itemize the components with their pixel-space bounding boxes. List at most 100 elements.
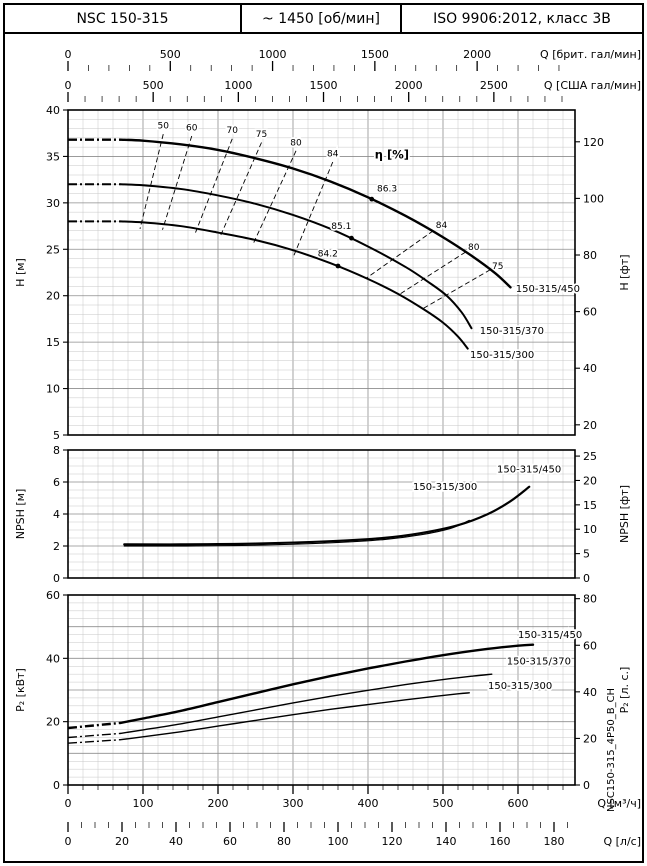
y-tick-label-right: 5: [583, 548, 590, 561]
bep-marker: [349, 235, 354, 241]
y-tick-label-right: 80: [583, 249, 597, 262]
efficiency-line: [162, 135, 193, 230]
curve-label: 150-315/300: [488, 681, 552, 692]
curve-150-315/450: [119, 138, 512, 289]
x-tick-label: 60: [223, 835, 237, 848]
x-tick-label: 600: [508, 797, 529, 810]
curve-lowflow-150-315/300: [67, 739, 121, 744]
x-axis-unit-label: Q [США гал/мин]: [544, 79, 641, 92]
y-tick-label-left: 10: [46, 383, 60, 396]
efficiency-label: 50: [158, 122, 170, 132]
curve-150-315/450: [119, 643, 535, 725]
x-tick-label: 2500: [480, 79, 508, 92]
efficiency-label: 84: [436, 221, 448, 231]
x-tick-label: 0: [65, 79, 72, 92]
efficiency-line: [293, 161, 334, 256]
y-tick-label-left: 8: [53, 444, 60, 457]
curve-label: 150-315/300: [413, 482, 477, 493]
y-tick-label-right: 15: [583, 499, 597, 512]
y-tick-label-left: 20: [46, 290, 60, 303]
y-axis-title-right: P₂ [л. с.]: [618, 667, 631, 714]
efficiency-axis-label: η [%]: [375, 147, 409, 161]
curve-150-315/370: [119, 673, 493, 735]
x-tick-label: 300: [283, 797, 304, 810]
y-tick-label-right: 60: [583, 306, 597, 319]
x-tick-label: 100: [328, 835, 349, 848]
document-code: NSC150-315_4P50_B_CH: [606, 688, 617, 812]
curve-150-315/300: [119, 220, 469, 350]
y-tick-label-right: 40: [583, 362, 597, 375]
efficiency-line: [195, 138, 233, 233]
curve-label: 150-315/450: [497, 464, 561, 475]
x-tick-label: 140: [436, 835, 457, 848]
x-tick-label: 0: [65, 835, 72, 848]
efficiency-line: [422, 269, 491, 310]
efficiency-line: [398, 251, 466, 296]
x-tick-label: 1000: [224, 79, 252, 92]
y-tick-label-left: 0: [53, 572, 60, 585]
bep-marker: [369, 196, 375, 202]
y-tick-label-right: 20: [583, 419, 597, 432]
curve-lowflow-150-315/450: [67, 721, 121, 730]
x-tick-label: 1000: [259, 48, 287, 61]
x-tick-label: 160: [490, 835, 511, 848]
x-tick-label: 500: [433, 797, 454, 810]
x-tick-label: 1500: [361, 48, 389, 61]
efficiency-label: 60: [186, 123, 198, 133]
y-tick-label-left: 4: [53, 508, 60, 521]
efficiency-line: [366, 230, 434, 279]
pump-model: NSC 150-315: [5, 5, 242, 32]
power-plot-frame: [67, 594, 576, 786]
efficiency-label: 80: [290, 138, 302, 148]
efficiency-line: [139, 134, 164, 229]
x-tick-label: 40: [169, 835, 183, 848]
curve-150-315/300: [119, 692, 470, 741]
x-tick-label: 500: [160, 48, 181, 61]
curve-label: 150-315/370: [507, 657, 571, 668]
title-bar: NSC 150-315 ~ 1450 [об/мин] ISO 9906:201…: [3, 3, 644, 34]
x-tick-label: 80: [277, 835, 291, 848]
y-tick-label-right: 120: [583, 136, 604, 149]
efficiency-line: [252, 150, 297, 244]
x-axis-unit-label: Q [л/с]: [603, 835, 641, 848]
y-tick-label-left: 6: [53, 476, 60, 489]
pump-speed: ~ 1450 [об/мин]: [242, 5, 402, 32]
x-tick-label: 20: [115, 835, 129, 848]
x-tick-label: 180: [544, 835, 565, 848]
bep-label: 85.1: [331, 222, 351, 232]
curve-label: 150-315/370: [480, 326, 544, 337]
y-tick-label-left: 35: [46, 150, 60, 163]
curve-lowflow-150-315/370: [67, 732, 121, 739]
y-tick-label-right: 40: [583, 686, 597, 699]
efficiency-label: 75: [256, 130, 267, 140]
curve-label: 150-315/450: [518, 630, 582, 641]
efficiency-label: 80: [468, 243, 480, 253]
x-tick-label: 0: [65, 797, 72, 810]
x-tick-label: 500: [143, 79, 164, 92]
y-tick-label-left: 40: [46, 104, 60, 117]
y-tick-label-left: 60: [46, 589, 60, 602]
y-tick-label-left: 20: [46, 716, 60, 729]
head-plot-frame: [67, 109, 576, 436]
x-tick-label: 0: [65, 48, 72, 61]
efficiency-label: 75: [492, 262, 503, 272]
y-tick-label-right: 20: [583, 732, 597, 745]
y-tick-label-left: 25: [46, 243, 60, 256]
y-tick-label-left: 30: [46, 197, 60, 210]
y-tick-label-right: 0: [583, 779, 590, 792]
curve-label: 150-315/450: [516, 284, 580, 295]
bep-marker: [335, 263, 341, 269]
y-tick-label-left: 5: [53, 429, 60, 442]
y-tick-label-left: 2: [53, 540, 60, 553]
efficiency-label: 70: [227, 126, 239, 136]
x-tick-label: 1500: [310, 79, 338, 92]
y-tick-label-left: 15: [46, 336, 60, 349]
y-tick-label-right: 80: [583, 593, 597, 606]
y-axis-title-left: NPSH [м]: [14, 489, 27, 540]
test-standard: ISO 9906:2012, класс 3В: [433, 10, 611, 27]
y-tick-label-right: 20: [583, 474, 597, 487]
bep-label: 84.2: [318, 250, 338, 260]
curve-150-315/450: [123, 485, 531, 546]
